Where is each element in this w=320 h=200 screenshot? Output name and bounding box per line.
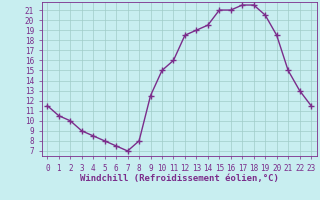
- X-axis label: Windchill (Refroidissement éolien,°C): Windchill (Refroidissement éolien,°C): [80, 174, 279, 183]
